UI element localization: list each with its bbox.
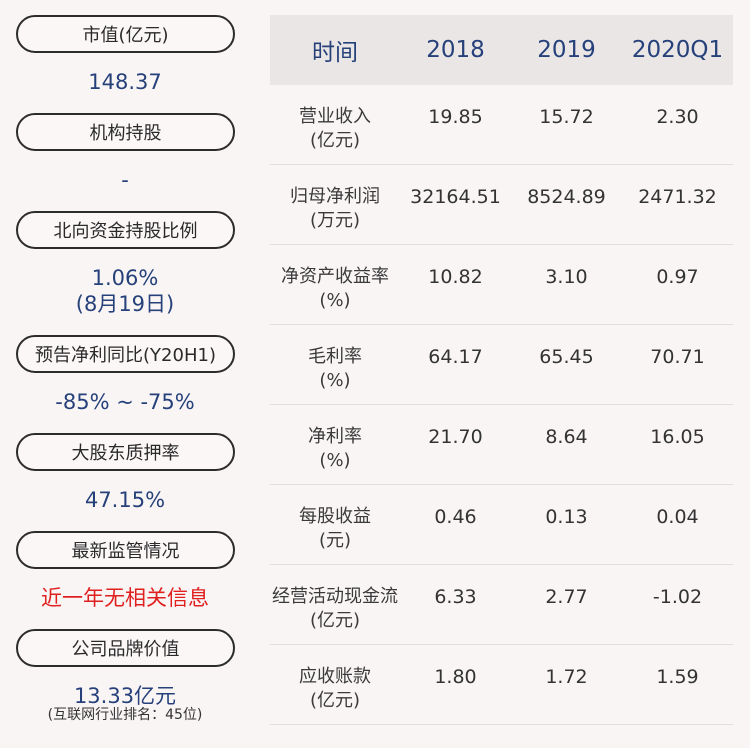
row-label-unit: (元) — [318, 530, 352, 551]
row-label-unit: (万元) — [309, 210, 361, 231]
cell-2019: 65.45 — [539, 346, 594, 368]
row-label-unit: (%) — [319, 370, 351, 391]
northbound-holding-date: (8月19日) — [75, 292, 175, 316]
cell-2019: 0.13 — [545, 506, 588, 528]
row-label-unit: (%) — [319, 290, 351, 311]
cell-2020q1: 16.05 — [650, 426, 705, 448]
cell-2020q1: 70.71 — [650, 346, 705, 368]
row-label: 应收账款 (亿元) — [270, 645, 400, 713]
cell-2018: 6.33 — [434, 586, 477, 608]
pledge-rate-label: 大股东质押率 — [16, 433, 235, 471]
header-2019: 2019 — [537, 37, 596, 63]
cell-2018: 21.70 — [428, 426, 483, 448]
brand-rank-note: (互联网行业排名：45位) — [47, 707, 203, 723]
cell-2018: 0.46 — [434, 506, 477, 528]
header-2020q1: 2020Q1 — [631, 37, 724, 63]
row-label-unit: (亿元) — [309, 130, 361, 151]
cell-2019: 3.10 — [545, 266, 588, 288]
row-label-main: 应收账款 — [299, 666, 371, 687]
pledge-rate-value: 47.15% — [84, 488, 166, 512]
cell-2020q1: -1.02 — [652, 586, 703, 608]
cell-2018: 10.82 — [428, 266, 483, 288]
table-row: 每股收益 (元) 0.46 0.13 0.04 — [270, 485, 733, 565]
market-cap-value: 148.37 — [88, 70, 162, 94]
brand-value-label: 公司品牌价值 — [16, 629, 235, 667]
table-row: 营业收入 (亿元) 19.85 15.72 2.30 — [270, 85, 733, 165]
northbound-holding-value: 1.06% — [91, 266, 159, 290]
table-header: 时间 2018 2019 2020Q1 — [270, 15, 733, 85]
row-label: 经营活动现金流 (亿元) — [270, 565, 400, 633]
cell-2020q1: 2.30 — [656, 106, 699, 128]
row-label: 归母净利润 (万元) — [270, 165, 400, 233]
cell-2019: 1.72 — [545, 666, 588, 688]
cell-2019: 8.64 — [545, 426, 588, 448]
brand-value-value: 13.33亿元 — [73, 684, 177, 708]
profit-forecast-value: -85% ~ -75% — [55, 390, 195, 414]
row-label: 每股收益 (元) — [270, 485, 400, 553]
regulatory-status-label: 最新监管情况 — [16, 531, 235, 569]
row-label-unit: (亿元) — [309, 610, 361, 631]
row-label: 毛利率 (%) — [270, 325, 400, 393]
row-label: 净资产收益率 (%) — [270, 245, 400, 313]
cell-2020q1: 1.59 — [656, 666, 699, 688]
row-label-main: 经营活动现金流 — [272, 586, 398, 607]
row-label: 净利率 (%) — [270, 405, 400, 473]
row-label-main: 毛利率 — [308, 346, 362, 367]
cell-2020q1: 2471.32 — [638, 186, 717, 208]
profit-forecast-label: 预告净利同比(Y20H1) — [16, 335, 235, 373]
table-row: 毛利率 (%) 64.17 65.45 70.71 — [270, 325, 733, 405]
row-label-main: 净利率 — [308, 426, 362, 447]
row-label-unit: (亿元) — [309, 690, 361, 711]
key-metrics-panel: 市值(亿元) 148.37 机构持股 - 北向资金持股比例 1.06% (8月1… — [0, 0, 250, 748]
cell-2018: 19.85 — [428, 106, 483, 128]
table-row: 应收账款 (亿元) 1.80 1.72 1.59 — [270, 645, 733, 725]
cell-2019: 15.72 — [539, 106, 594, 128]
northbound-holding-label: 北向资金持股比例 — [16, 211, 235, 249]
table-row: 净资产收益率 (%) 10.82 3.10 0.97 — [270, 245, 733, 325]
financial-table: 时间 2018 2019 2020Q1 营业收入 (亿元) 19.85 15.72… — [270, 15, 733, 725]
institutional-holding-value: - — [121, 168, 129, 192]
row-label-unit: (%) — [319, 450, 351, 471]
cell-2019: 8524.89 — [527, 186, 606, 208]
market-cap-label: 市值(亿元) — [16, 15, 235, 53]
header-2018: 2018 — [426, 37, 485, 63]
table-row: 净利率 (%) 21.70 8.64 16.05 — [270, 405, 733, 485]
table-row: 经营活动现金流 (亿元) 6.33 2.77 -1.02 — [270, 565, 733, 645]
cell-2018: 64.17 — [428, 346, 483, 368]
institutional-holding-label: 机构持股 — [16, 113, 235, 151]
row-label-main: 归母净利润 — [290, 186, 380, 207]
regulatory-status-value: 近一年无相关信息 — [41, 586, 209, 610]
cell-2019: 2.77 — [545, 586, 588, 608]
cell-2020q1: 0.04 — [656, 506, 699, 528]
header-period: 时间 — [312, 40, 358, 66]
cell-2020q1: 0.97 — [656, 266, 699, 288]
row-label-main: 净资产收益率 — [281, 266, 389, 287]
cell-2018: 1.80 — [434, 666, 477, 688]
row-label: 营业收入 (亿元) — [270, 85, 400, 153]
table-row: 归母净利润 (万元) 32164.51 8524.89 2471.32 — [270, 165, 733, 245]
cell-2018: 32164.51 — [410, 186, 501, 208]
row-label-main: 每股收益 — [299, 506, 371, 527]
row-label-main: 营业收入 — [299, 106, 371, 127]
